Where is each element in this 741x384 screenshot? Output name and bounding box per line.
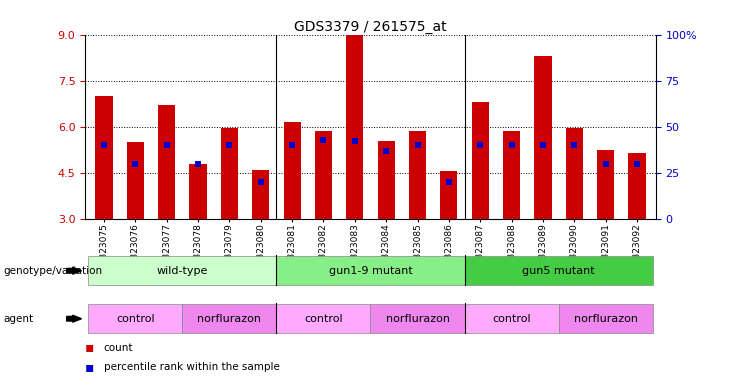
Text: control: control xyxy=(116,314,155,324)
Bar xyxy=(127,142,144,219)
Text: norflurazon: norflurazon xyxy=(197,314,262,324)
Text: control: control xyxy=(492,314,531,324)
Text: gun5 mutant: gun5 mutant xyxy=(522,266,595,276)
Bar xyxy=(182,304,276,333)
Bar xyxy=(534,56,551,219)
Title: GDS3379 / 261575_at: GDS3379 / 261575_at xyxy=(294,20,447,33)
Bar xyxy=(409,131,426,219)
Bar xyxy=(465,304,559,333)
Bar xyxy=(471,102,489,219)
Bar xyxy=(158,105,176,219)
Text: wild-type: wild-type xyxy=(156,266,208,276)
Bar xyxy=(559,304,653,333)
Bar xyxy=(465,256,653,285)
Text: ▪: ▪ xyxy=(85,341,95,354)
Bar xyxy=(276,304,370,333)
Bar xyxy=(565,128,583,219)
Text: norflurazon: norflurazon xyxy=(385,314,450,324)
Text: agent: agent xyxy=(4,314,34,324)
Bar xyxy=(503,131,520,219)
Bar xyxy=(276,256,465,285)
Text: percentile rank within the sample: percentile rank within the sample xyxy=(104,362,279,372)
Text: genotype/variation: genotype/variation xyxy=(4,266,103,276)
Bar xyxy=(88,304,182,333)
Bar xyxy=(88,256,276,285)
Bar xyxy=(315,131,332,219)
Bar xyxy=(190,164,207,219)
Bar xyxy=(221,128,238,219)
Bar xyxy=(378,141,395,219)
Bar xyxy=(284,122,301,219)
Bar xyxy=(346,35,363,219)
Text: control: control xyxy=(304,314,343,324)
Bar xyxy=(252,170,270,219)
Bar xyxy=(96,96,113,219)
Text: gun1-9 mutant: gun1-9 mutant xyxy=(328,266,413,276)
Bar xyxy=(370,304,465,333)
Text: ▪: ▪ xyxy=(85,360,95,374)
Text: count: count xyxy=(104,343,133,353)
Bar xyxy=(597,150,614,219)
Bar xyxy=(440,171,457,219)
Text: norflurazon: norflurazon xyxy=(574,314,637,324)
Bar xyxy=(628,153,645,219)
